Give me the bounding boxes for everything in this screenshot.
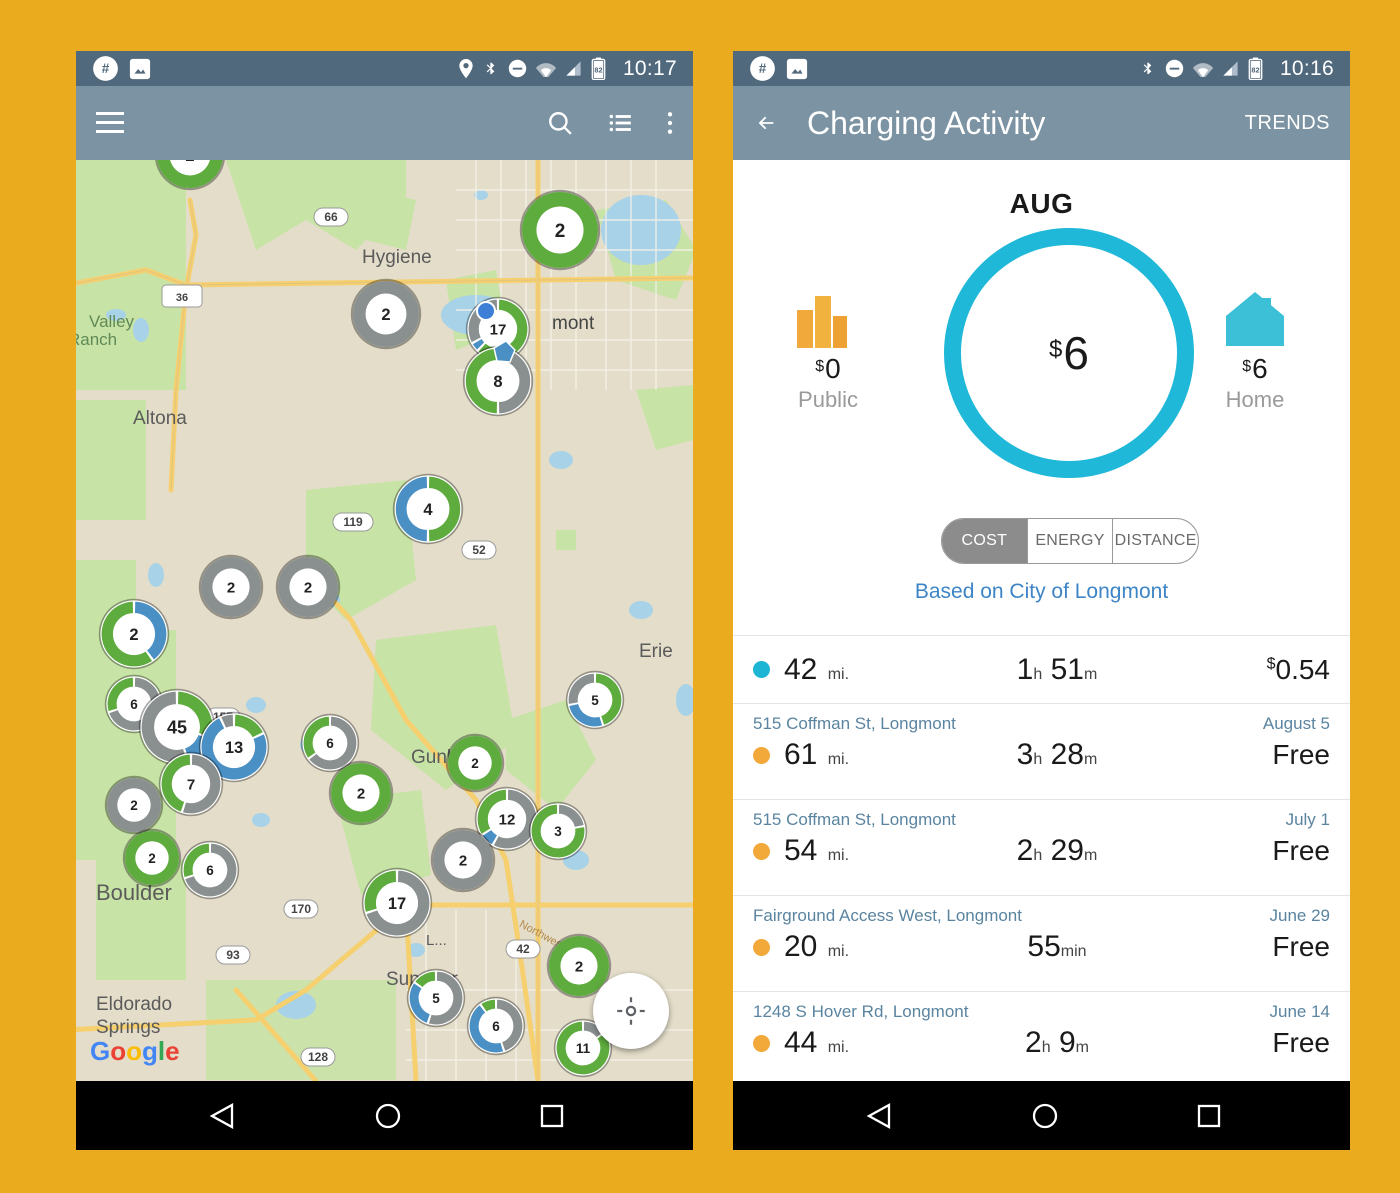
svg-text:7: 7 [187,776,195,793]
svg-text:13: 13 [225,739,243,757]
svg-text:4: 4 [423,501,433,519]
svg-text:2: 2 [357,785,365,802]
svg-text:Hygiene: Hygiene [362,247,432,268]
svg-text:3: 3 [554,824,562,839]
svg-text:17: 17 [490,321,507,338]
svg-text:#: # [102,61,110,76]
svg-text:170: 170 [291,902,311,916]
svg-text:2: 2 [304,579,312,596]
svg-text:66: 66 [324,210,338,224]
svg-text:Springs: Springs [96,1017,160,1038]
svg-text:119: 119 [343,515,363,529]
svg-text:Erie: Erie [639,641,673,662]
svg-text:2: 2 [130,798,138,813]
svg-text:2: 2 [185,160,194,165]
svg-text:Altona: Altona [133,408,187,429]
svg-text:2: 2 [555,221,566,242]
svg-text:2: 2 [227,579,235,596]
svg-text:Ranch: Ranch [76,330,117,349]
svg-text:2: 2 [148,851,156,866]
svg-text:12: 12 [499,811,516,828]
svg-text:mont: mont [552,313,595,334]
svg-text:93: 93 [226,948,240,962]
svg-text:5: 5 [432,991,440,1006]
svg-text:2: 2 [575,958,583,975]
svg-text:2: 2 [129,626,138,644]
svg-text:128: 128 [308,1050,328,1064]
svg-text:Eldorado: Eldorado [96,994,172,1015]
svg-text:45: 45 [167,717,187,737]
svg-text:52: 52 [472,543,486,557]
svg-text:8: 8 [493,373,502,391]
svg-text:42: 42 [516,942,530,956]
svg-text:82: 82 [594,65,602,74]
svg-text:2: 2 [471,756,479,771]
svg-text:6: 6 [206,863,214,878]
svg-text:5: 5 [591,693,599,708]
svg-text:6: 6 [492,1019,500,1034]
svg-text:6: 6 [130,697,138,712]
svg-text:2: 2 [381,306,390,324]
svg-text:#: # [759,61,767,76]
svg-text:2: 2 [459,852,467,869]
svg-text:L...: L... [426,932,447,949]
svg-text:6: 6 [326,736,334,751]
svg-text:11: 11 [576,1041,591,1056]
svg-text:17: 17 [388,895,406,913]
svg-text:82: 82 [1251,65,1259,74]
svg-text:36: 36 [176,292,188,304]
svg-text:Valley: Valley [89,312,135,331]
